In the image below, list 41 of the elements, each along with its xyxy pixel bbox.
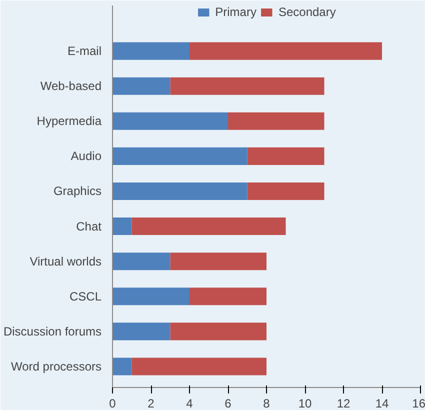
x-tick-label: 12 (336, 396, 350, 410)
bar (247, 182, 324, 200)
bar (112, 182, 248, 200)
bar (112, 218, 132, 236)
bar (170, 77, 324, 95)
bar (112, 322, 170, 340)
bar (190, 42, 382, 60)
bar (190, 288, 266, 306)
y-tick-label: CSCL (69, 289, 102, 304)
y-tick-label: Virtual worlds (30, 254, 102, 268)
x-tick-label: 4 (186, 396, 194, 410)
bar (112, 358, 132, 376)
y-tick-label: Chat (76, 219, 102, 234)
y-tick-label: Graphics (53, 184, 102, 198)
x-tick-label: 16 (412, 396, 426, 410)
x-tick-label: 6 (224, 396, 232, 410)
bar (132, 358, 266, 376)
bar (228, 112, 324, 130)
bar (112, 288, 190, 306)
y-tick-label: Web-based (40, 79, 102, 94)
bar (132, 218, 286, 236)
legend-label: Primary (215, 5, 256, 19)
bar (112, 77, 170, 95)
bar (112, 42, 190, 60)
bar (247, 147, 324, 165)
y-tick-label: E-mail (68, 44, 102, 58)
y-tick-label: Audio (70, 149, 102, 164)
x-tick-label: 2 (148, 396, 155, 410)
bar (112, 112, 228, 130)
y-tick-label: Discussion forums (3, 324, 102, 338)
bar (112, 252, 170, 270)
x-tick-label: 8 (263, 396, 270, 410)
y-tick-label: Hypermedia (36, 114, 102, 128)
bar (170, 252, 266, 270)
x-tick-label: 14 (375, 396, 389, 410)
x-tick-label: 0 (109, 396, 116, 410)
y-tick-label: Word processors (11, 359, 102, 374)
bar (170, 322, 266, 340)
x-tick-label: 10 (298, 396, 312, 410)
bar (112, 147, 248, 165)
legend-label: Secondary (278, 5, 336, 19)
